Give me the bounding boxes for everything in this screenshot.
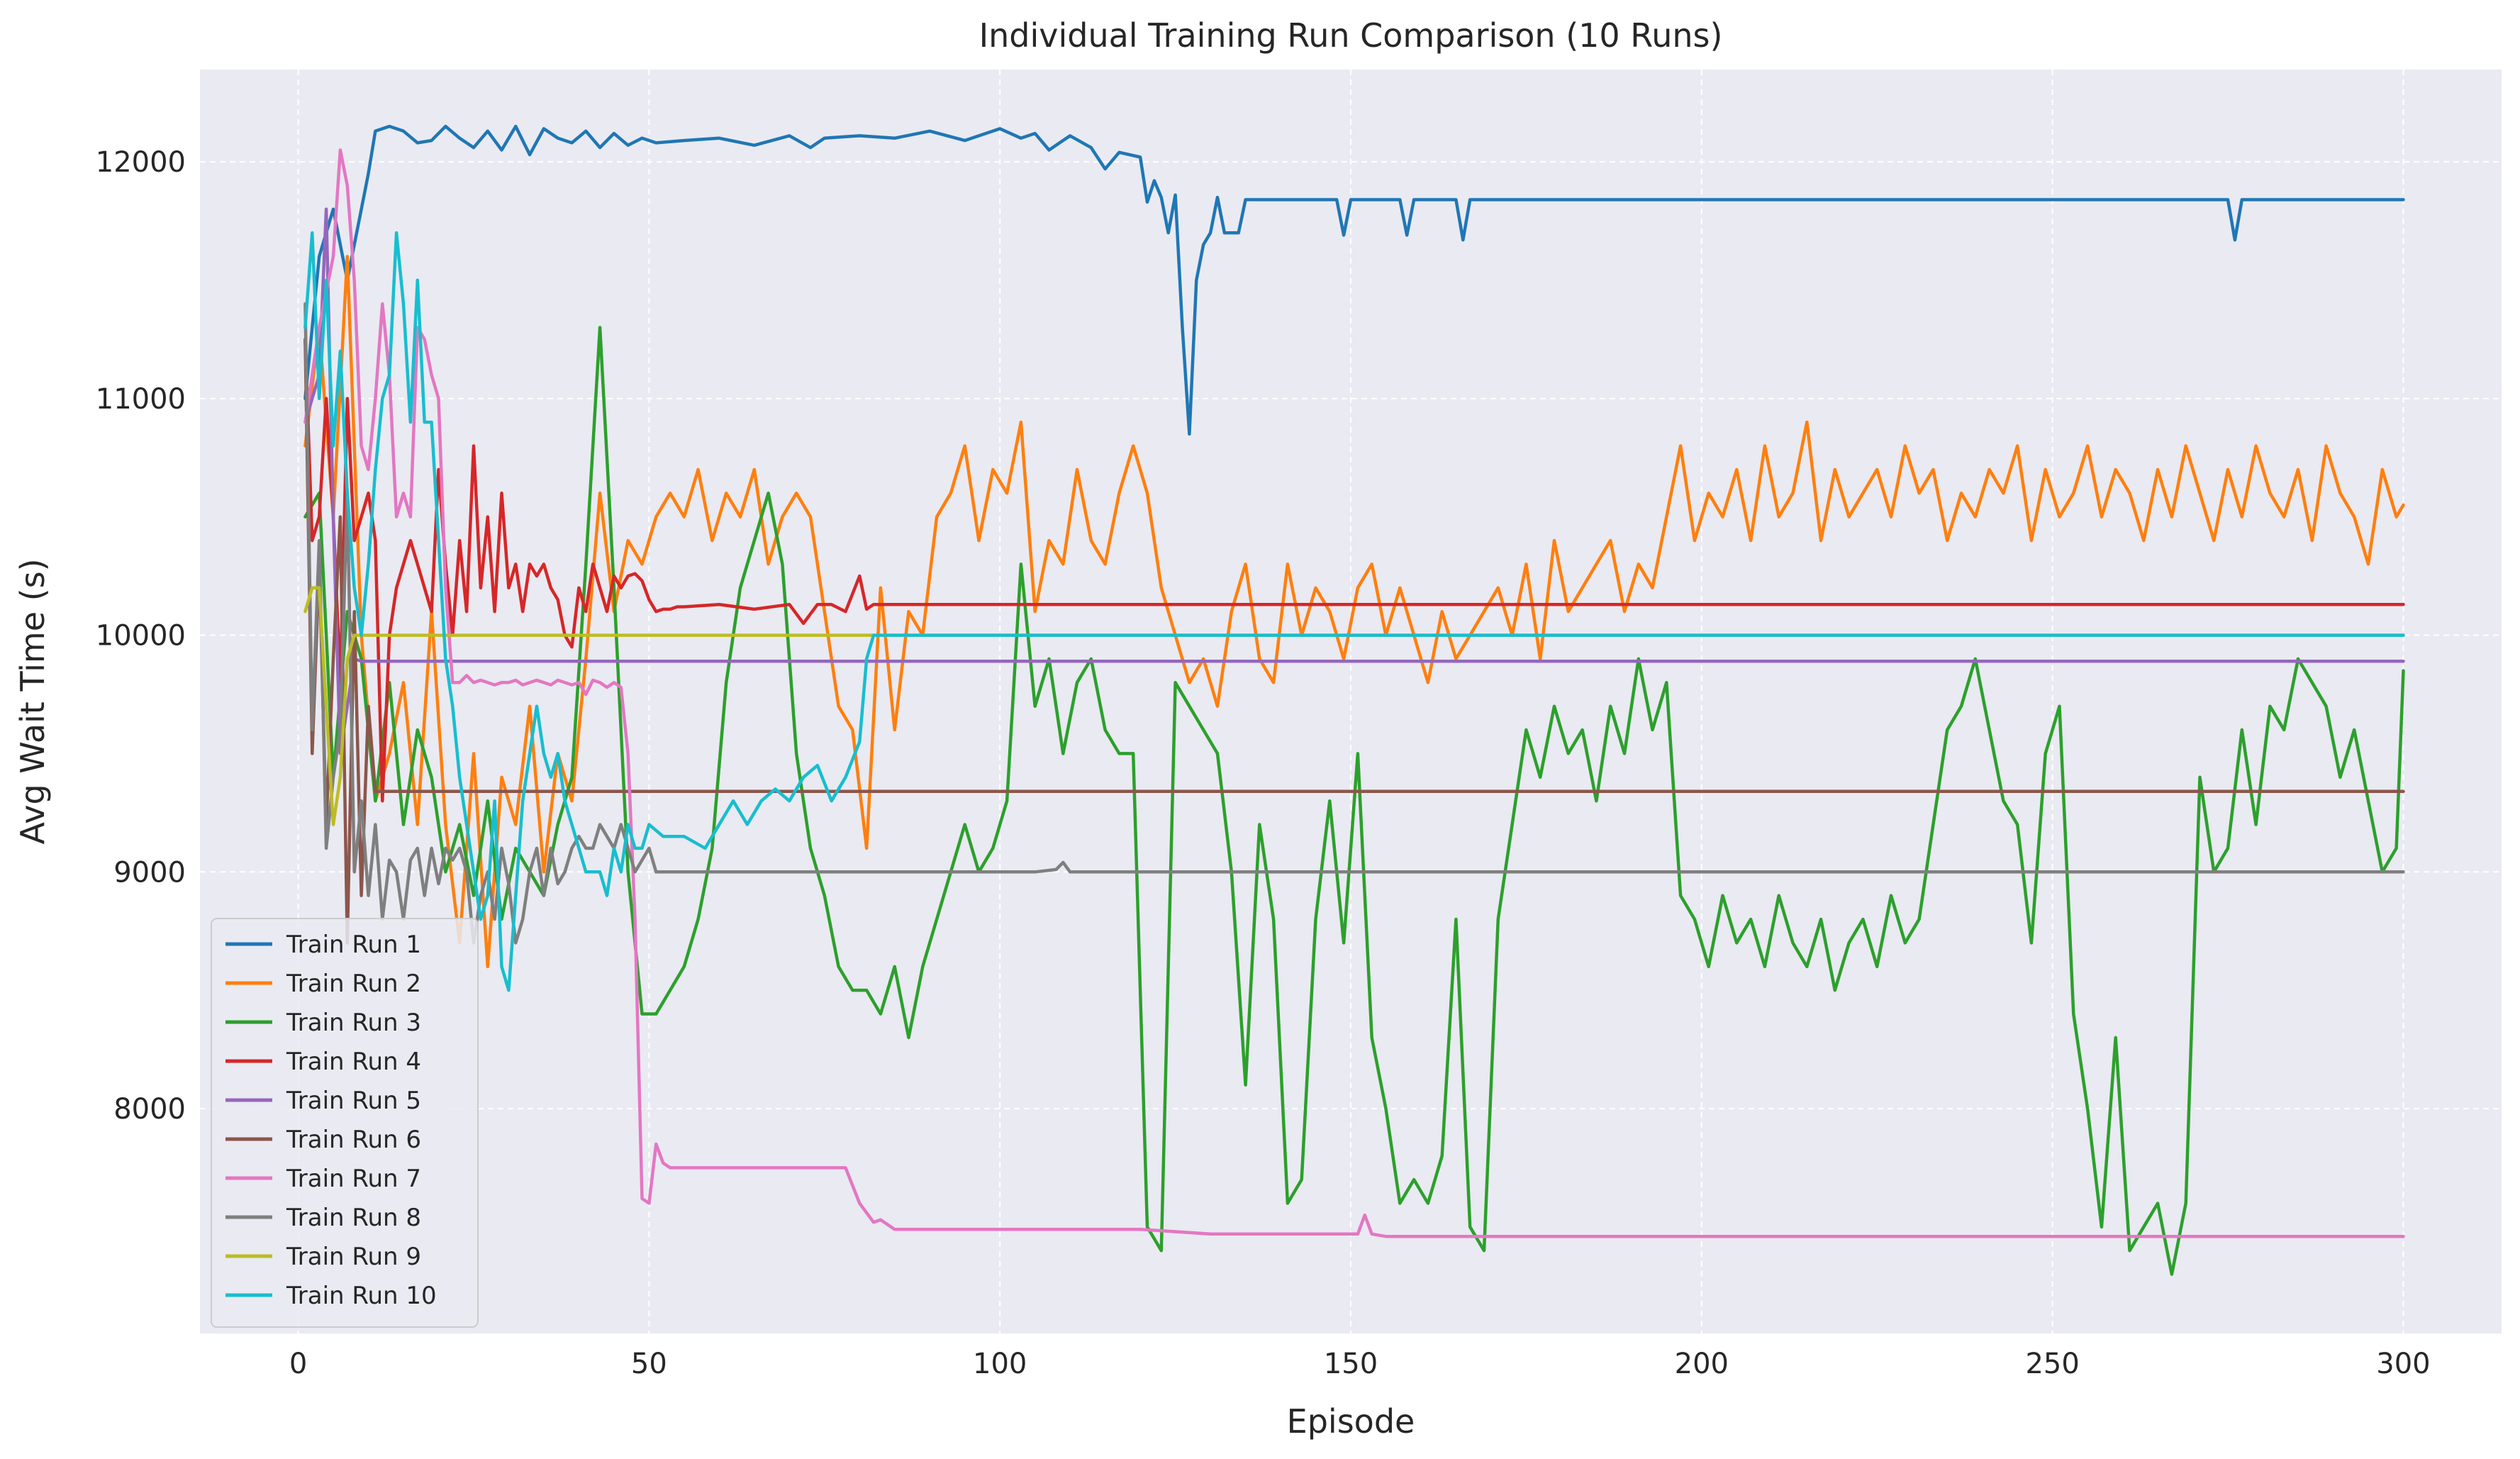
legend-entry-label: Train Run 2	[286, 970, 421, 998]
legend-frame	[211, 918, 479, 1328]
legend-entry-label: Train Run 1	[286, 931, 421, 959]
series-line-train-run-8	[303, 302, 2405, 945]
y-tick-label: 9000	[113, 856, 186, 889]
series-line-train-run-2	[303, 255, 2405, 969]
legend-entry-label: Train Run 7	[286, 1165, 421, 1193]
y-tick-label: 11000	[96, 383, 186, 416]
tick-labels: 0 50 100 150 200 250 300 8000 9000 10000 11000 1200…	[96, 146, 2431, 1380]
series-line-train-run-9	[303, 586, 2405, 826]
x-tick-label: 250	[2025, 1348, 2079, 1380]
series-layer	[303, 124, 2405, 1276]
x-tick-label: 300	[2376, 1348, 2430, 1380]
y-tick-label: 10000	[96, 620, 186, 653]
legend-entry-label: Train Run 8	[286, 1204, 421, 1232]
legend-entry-label: Train Run 9	[286, 1243, 421, 1271]
x-tick-label: 200	[1675, 1348, 1729, 1380]
series-line-train-run-4	[303, 338, 2405, 803]
series-line-train-run-10	[303, 231, 2405, 992]
legend: Train Run 1 Train Run 2 Train Run 3 Train R…	[211, 918, 479, 1328]
x-axis-label: Episode	[1287, 1402, 1415, 1441]
legend-entry-label: Train Run 10	[286, 1282, 437, 1310]
x-tick-label: 100	[973, 1348, 1027, 1380]
legend-entry-label: Train Run 5	[286, 1087, 421, 1115]
y-tick-label: 12000	[96, 146, 186, 179]
series-line-train-run-1	[303, 124, 2405, 436]
series-line-train-run-3	[303, 326, 2405, 1276]
legend-entry-label: Train Run 3	[286, 1009, 421, 1037]
x-tick-label: 150	[1324, 1348, 1378, 1380]
x-tick-label: 50	[631, 1348, 667, 1380]
legend-entry-label: Train Run 4	[286, 1048, 421, 1076]
chart-title: Individual Training Run Comparison (10 R…	[979, 16, 1723, 55]
x-tick-label: 0	[289, 1348, 307, 1380]
y-axis-label: Avg Wait Time (s)	[13, 558, 52, 844]
y-tick-label: 8000	[113, 1093, 186, 1126]
series-line-train-run-7	[303, 148, 2405, 1238]
legend-entry-label: Train Run 6	[286, 1126, 421, 1154]
